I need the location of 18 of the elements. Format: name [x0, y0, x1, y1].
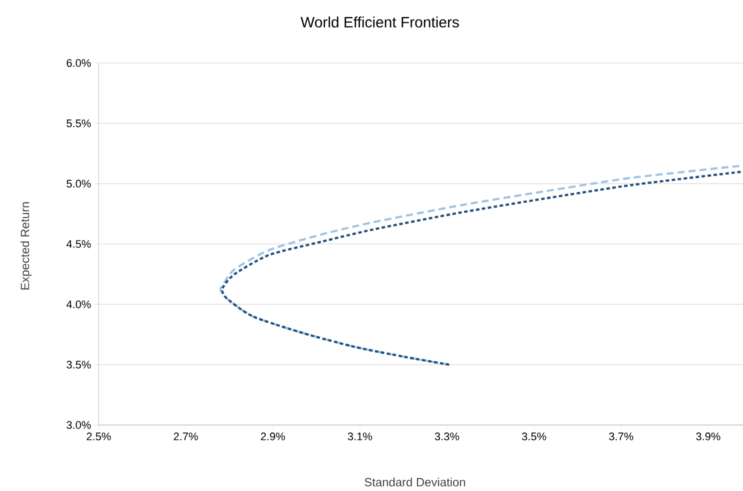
x-tick-label: 3.9%	[696, 432, 720, 440]
x-tick-label: 2.9%	[260, 432, 285, 440]
y-axis-title: Expected Return	[20, 202, 32, 290]
y-tick-label: 6.0%	[66, 59, 91, 67]
x-axis-title: Standard Deviation	[364, 478, 466, 486]
x-tick-label: 3.1%	[348, 432, 372, 440]
x-tick-label: 2.7%	[174, 432, 198, 440]
chart-title: World Efficient Frontiers	[300, 16, 459, 28]
y-tick-label: 3.5%	[66, 360, 91, 369]
y-tick-label: 5.5%	[66, 119, 91, 128]
x-tick-label: 3.3%	[434, 432, 460, 440]
y-tick-label: 4.0%	[66, 300, 91, 308]
x-tick-label: 3.7%	[609, 432, 634, 440]
y-tick-label: 5.0%	[66, 180, 91, 188]
y-tick-label: 4.5%	[66, 240, 91, 248]
y-tick-label: 3.0%	[66, 421, 91, 429]
x-tick-label: 2.5%	[86, 432, 111, 440]
x-tick-label: 3.5%	[522, 432, 546, 440]
